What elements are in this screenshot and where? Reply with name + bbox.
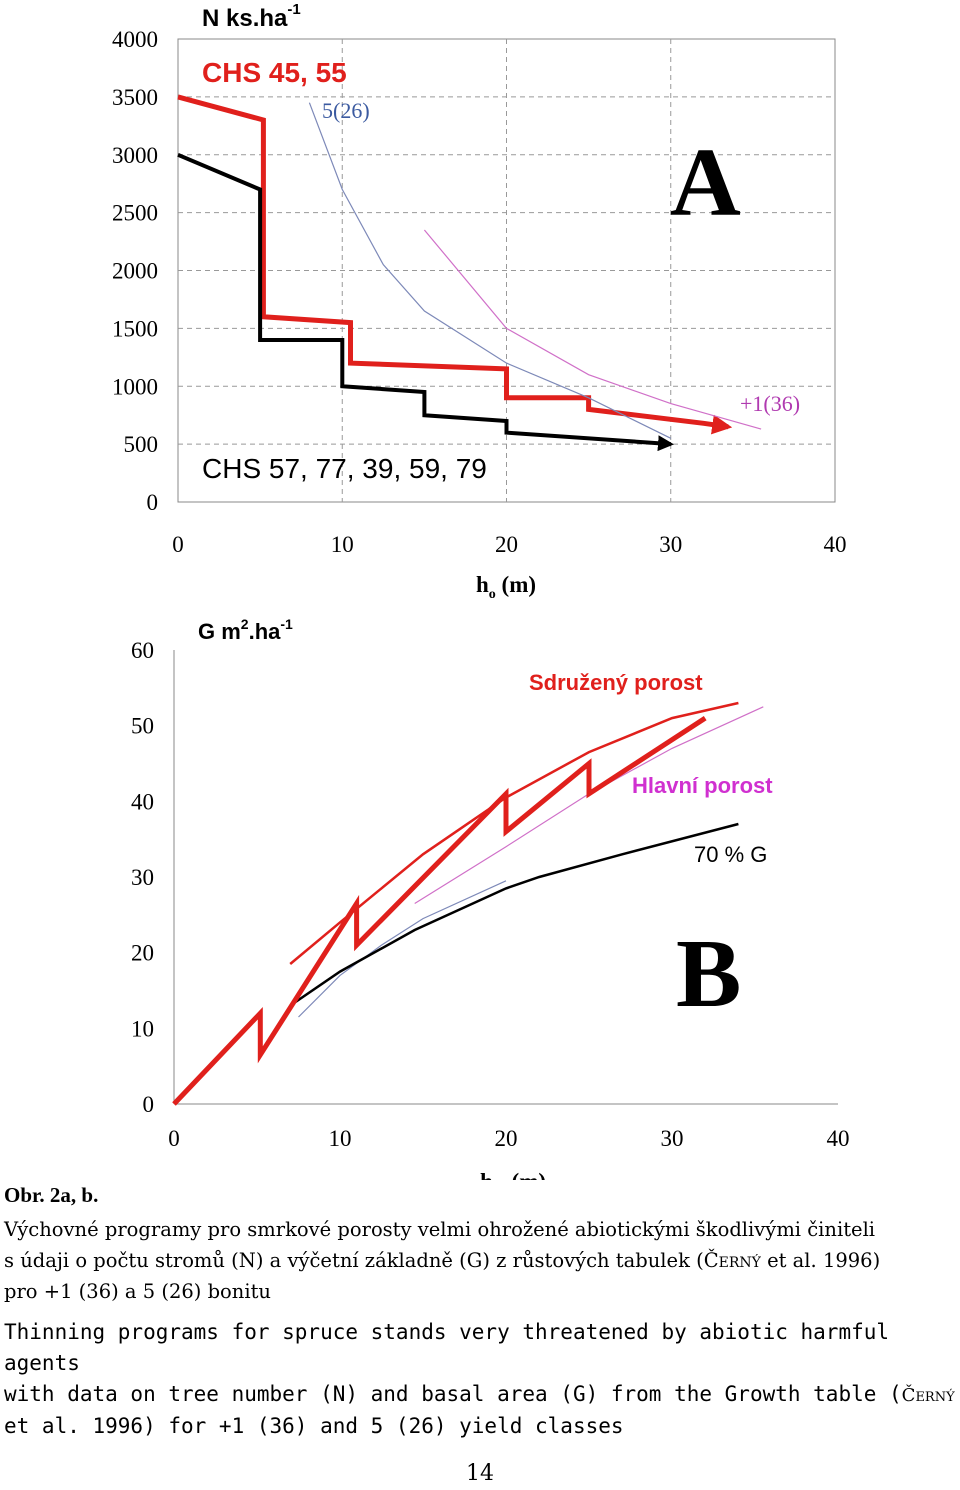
caption-en-line-1: Thinning programs for spruce stands very… <box>4 1320 890 1375</box>
chart-b-series-line <box>298 880 507 1018</box>
caption-english: Thinning programs for spruce stands very… <box>4 1317 960 1442</box>
chart-b-y-tick-label: 50 <box>131 714 154 739</box>
chart-b-y-tick-label: 10 <box>131 1016 154 1041</box>
chart-a-y-tick-label: 3000 <box>112 143 158 168</box>
chart-a-x-ticks: 0 10 20 30 40 <box>172 532 846 557</box>
chart-b-series <box>172 701 764 1106</box>
chart-b-x-ticks: 0 10 20 30 40 <box>168 1126 849 1151</box>
chart-a-series-line <box>177 152 674 452</box>
caption-en-line-2: with data on tree number (N) and basal a… <box>4 1382 955 1406</box>
caption-cz-line-1: Výchovné programy pro smrkové porosty ve… <box>4 1218 876 1241</box>
chart-b-y-tick-label: 40 <box>131 789 154 814</box>
chart-a-series-line <box>308 102 672 439</box>
chart-b-series-line <box>172 716 707 1106</box>
chart-a-y-tick-label: 1000 <box>112 374 158 399</box>
chart-b-sdruzeny-label: Sdružený porost <box>529 670 703 695</box>
chart-a-y-tick-label: 500 <box>124 432 159 457</box>
chart-a-pink-series-label: +1(36) <box>740 391 800 416</box>
chart-a-blue-series-label: 5(26) <box>322 98 370 123</box>
caption-cz-line-3: pro +1 (36) a 5 (26) bonitu <box>4 1280 271 1303</box>
page-number: 14 <box>466 1461 494 1486</box>
chart-a-y-tick-label: 1500 <box>112 316 158 341</box>
chart-a-panel-letter: A <box>670 129 741 237</box>
chart-a-y-tick-label: 2000 <box>112 259 158 284</box>
chart-a-series <box>177 94 762 452</box>
chart-a-y-ticks: 0 500 1000 1500 2000 2500 3000 3500 4000 <box>112 27 158 515</box>
chart-a-red-series-label: CHS 45, 55 <box>202 57 347 88</box>
figure-label: Obr. 2a, b. <box>4 1183 99 1207</box>
chart-a-y-tick-label: 2500 <box>112 201 158 226</box>
chart-b-y-ticks: 0 10 20 30 40 50 60 <box>131 638 154 1117</box>
chart-b-series-line <box>289 822 739 1007</box>
chart-a-x-tick-label: 10 <box>331 532 354 557</box>
caption-cz-line-2: s údaji o počtu stromů (N) a výčetní zák… <box>4 1249 881 1272</box>
caption-en-line-3: et al. 1996) for +1 (36) and 5 (26) yiel… <box>4 1414 624 1438</box>
chart-b-y-tick-label: 30 <box>131 865 154 890</box>
chart-b-x-tick-label: 30 <box>661 1126 684 1151</box>
chart-a-x-axis-label: ho (m) <box>476 572 536 602</box>
chart-a-y-tick-label: 4000 <box>112 27 158 52</box>
chart-a-x-tick-label: 40 <box>824 532 847 557</box>
chart-a-series-line <box>177 94 733 435</box>
chart-b-y-tick-label: 0 <box>143 1092 155 1117</box>
chart-b-y-axis-label: G m2.ha-1 <box>198 616 293 644</box>
chart-a-series-line <box>423 229 762 430</box>
chart-b-x-tick-label: 40 <box>827 1126 850 1151</box>
chart-b-x-tick-label: 0 <box>168 1126 180 1151</box>
chart-b-x-tick-label: 20 <box>495 1126 518 1151</box>
chart-a: 0 500 1000 1500 2000 2500 3000 3500 4000 0 10 20 30… <box>112 1 847 602</box>
chart-b-series-line <box>414 706 764 905</box>
caption-czech: Výchovné programy pro smrkové porosty ve… <box>4 1214 960 1307</box>
chart-b: 0 10 20 30 40 50 60 0 10 20 30 40 G m2.ha-1 Sdruže… <box>131 616 850 1180</box>
chart-a-y-tick-label: 3500 <box>112 85 158 110</box>
chart-b-x-axis-label: ho (m) <box>480 1169 546 1180</box>
caption-en-author: Černý <box>901 1385 955 1406</box>
chart-b-70g-label: 70 % G <box>694 842 767 867</box>
chart-b-hlavni-label: Hlavní porost <box>632 773 773 798</box>
caption-cz-author: Černý <box>703 1249 761 1272</box>
chart-b-x-tick-label: 10 <box>329 1126 352 1151</box>
chart-a-y-axis-label: N ks.ha-1 <box>202 1 301 32</box>
chart-a-x-tick-label: 20 <box>495 532 518 557</box>
chart-b-y-tick-label: 60 <box>131 638 154 663</box>
chart-b-panel-letter: B <box>676 920 741 1028</box>
chart-a-x-tick-label: 30 <box>659 532 682 557</box>
chart-a-y-tick-label: 0 <box>147 490 159 515</box>
chart-b-y-tick-label: 20 <box>131 941 154 966</box>
chart-a-x-tick-label: 0 <box>172 532 184 557</box>
chart-a-black-series-label: CHS 57, 77, 39, 59, 79 <box>202 453 487 484</box>
